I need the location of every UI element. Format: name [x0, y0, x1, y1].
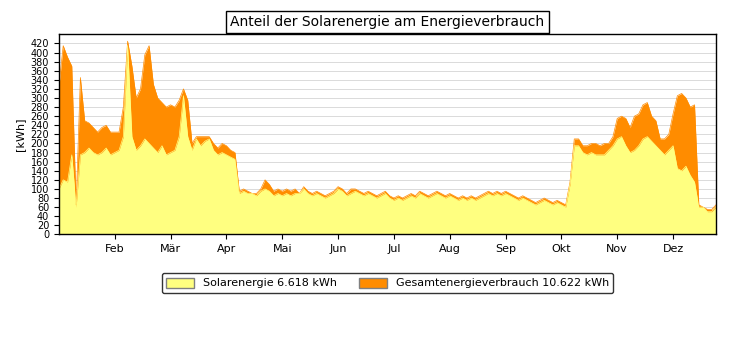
Y-axis label: [kWh]: [kWh] [15, 118, 25, 151]
Legend: Solarenergie 6.618 kWh, Gesamtenergieverbrauch 10.622 kWh: Solarenergie 6.618 kWh, Gesamtenergiever… [162, 273, 613, 293]
Title: Anteil der Solarenergie am Energieverbrauch: Anteil der Solarenergie am Energieverbra… [230, 15, 545, 29]
